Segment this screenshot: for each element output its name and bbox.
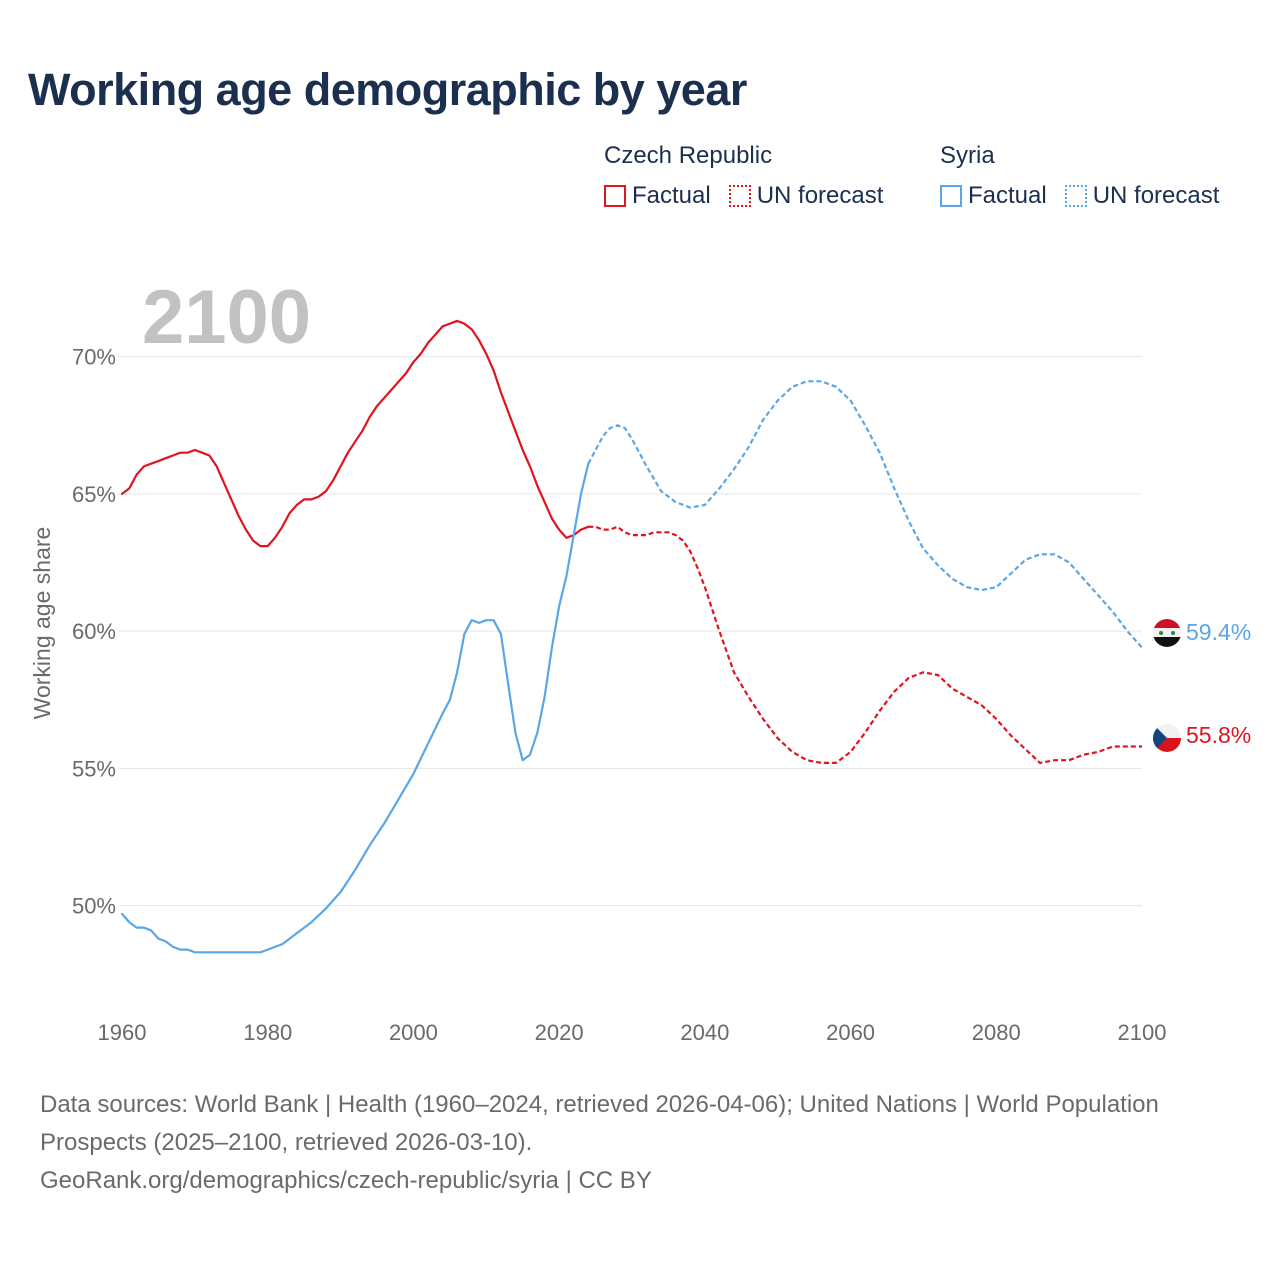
chart-title: Working age demographic by year bbox=[28, 64, 747, 115]
legend-item-czech-factual[interactable]: Factual bbox=[604, 182, 711, 210]
source-line: Data sources: World Bank | Health (1960–… bbox=[40, 1091, 1159, 1156]
x-tick-label: 2040 bbox=[680, 1020, 729, 1045]
series-lines bbox=[120, 319, 1143, 954]
end-value-label-syria: 59.4% bbox=[1186, 619, 1251, 645]
source-note: Data sources: World Bank | Health (1960–… bbox=[40, 1086, 1200, 1200]
y-tick-label: 70% bbox=[72, 345, 116, 370]
x-tick-label: 2020 bbox=[535, 1020, 584, 1045]
y-tick-label: 50% bbox=[72, 894, 116, 919]
x-axis-ticks: 1960 1980 2000 2020 2040 2060 2080 2100 bbox=[98, 1020, 1167, 1045]
legend-item-label: Factual bbox=[968, 182, 1047, 209]
series-line-syria-forecast bbox=[587, 380, 1143, 649]
y-axis-label: Working age share bbox=[29, 527, 55, 720]
y-tick-label: 55% bbox=[72, 756, 116, 781]
series-line-czech-republic-forecast bbox=[588, 525, 1142, 765]
gridlines bbox=[118, 356, 1142, 907]
legend-item-czech-forecast[interactable]: UN forecast bbox=[728, 182, 884, 210]
legend-swatch-solid bbox=[604, 185, 626, 207]
series-line-syria-factual bbox=[120, 462, 590, 954]
year-watermark: 2100 bbox=[142, 275, 311, 360]
legend-swatch-dotted bbox=[1064, 185, 1087, 207]
source-link[interactable]: GeoRank.org/demographics/czech-republic/… bbox=[40, 1167, 652, 1194]
legend-item-syria-forecast[interactable]: UN forecast bbox=[1064, 182, 1220, 210]
end-value-label-czech: 55.8% bbox=[1186, 722, 1251, 748]
legend-item-label: Factual bbox=[632, 182, 711, 209]
legend-swatch-dotted bbox=[728, 185, 751, 207]
x-tick-label: 1980 bbox=[243, 1020, 292, 1045]
line-chart: 2100 50% 55% 60% 65% 70% 1960 1980 2000 2020 204… bbox=[29, 275, 1251, 1045]
legend-group-name: Syria bbox=[940, 142, 995, 169]
y-tick-label: 60% bbox=[72, 619, 116, 644]
legend-item-label: UN forecast bbox=[1092, 182, 1220, 209]
legend-group-name: Czech Republic bbox=[604, 142, 773, 169]
legend-item-label: UN forecast bbox=[756, 182, 884, 209]
syria-flag-icon bbox=[1153, 619, 1181, 647]
x-tick-label: 1960 bbox=[98, 1020, 147, 1045]
series-line-czech-republic-factual bbox=[120, 319, 590, 548]
x-tick-label: 2000 bbox=[389, 1020, 438, 1045]
y-tick-label: 65% bbox=[72, 482, 116, 507]
x-tick-label: 2100 bbox=[1118, 1020, 1167, 1045]
x-tick-label: 2060 bbox=[826, 1020, 875, 1045]
legend-swatch-solid bbox=[940, 185, 962, 207]
czech-flag-icon bbox=[1153, 724, 1181, 752]
legend-group-czech-republic: Czech Republic Factual UN forecast bbox=[604, 142, 883, 210]
y-axis-ticks: 50% 55% 60% 65% 70% bbox=[72, 345, 116, 919]
x-tick-label: 2080 bbox=[972, 1020, 1021, 1045]
legend-item-syria-factual[interactable]: Factual bbox=[940, 182, 1047, 210]
legend-group-syria: Syria Factual UN forecast bbox=[940, 142, 1219, 210]
